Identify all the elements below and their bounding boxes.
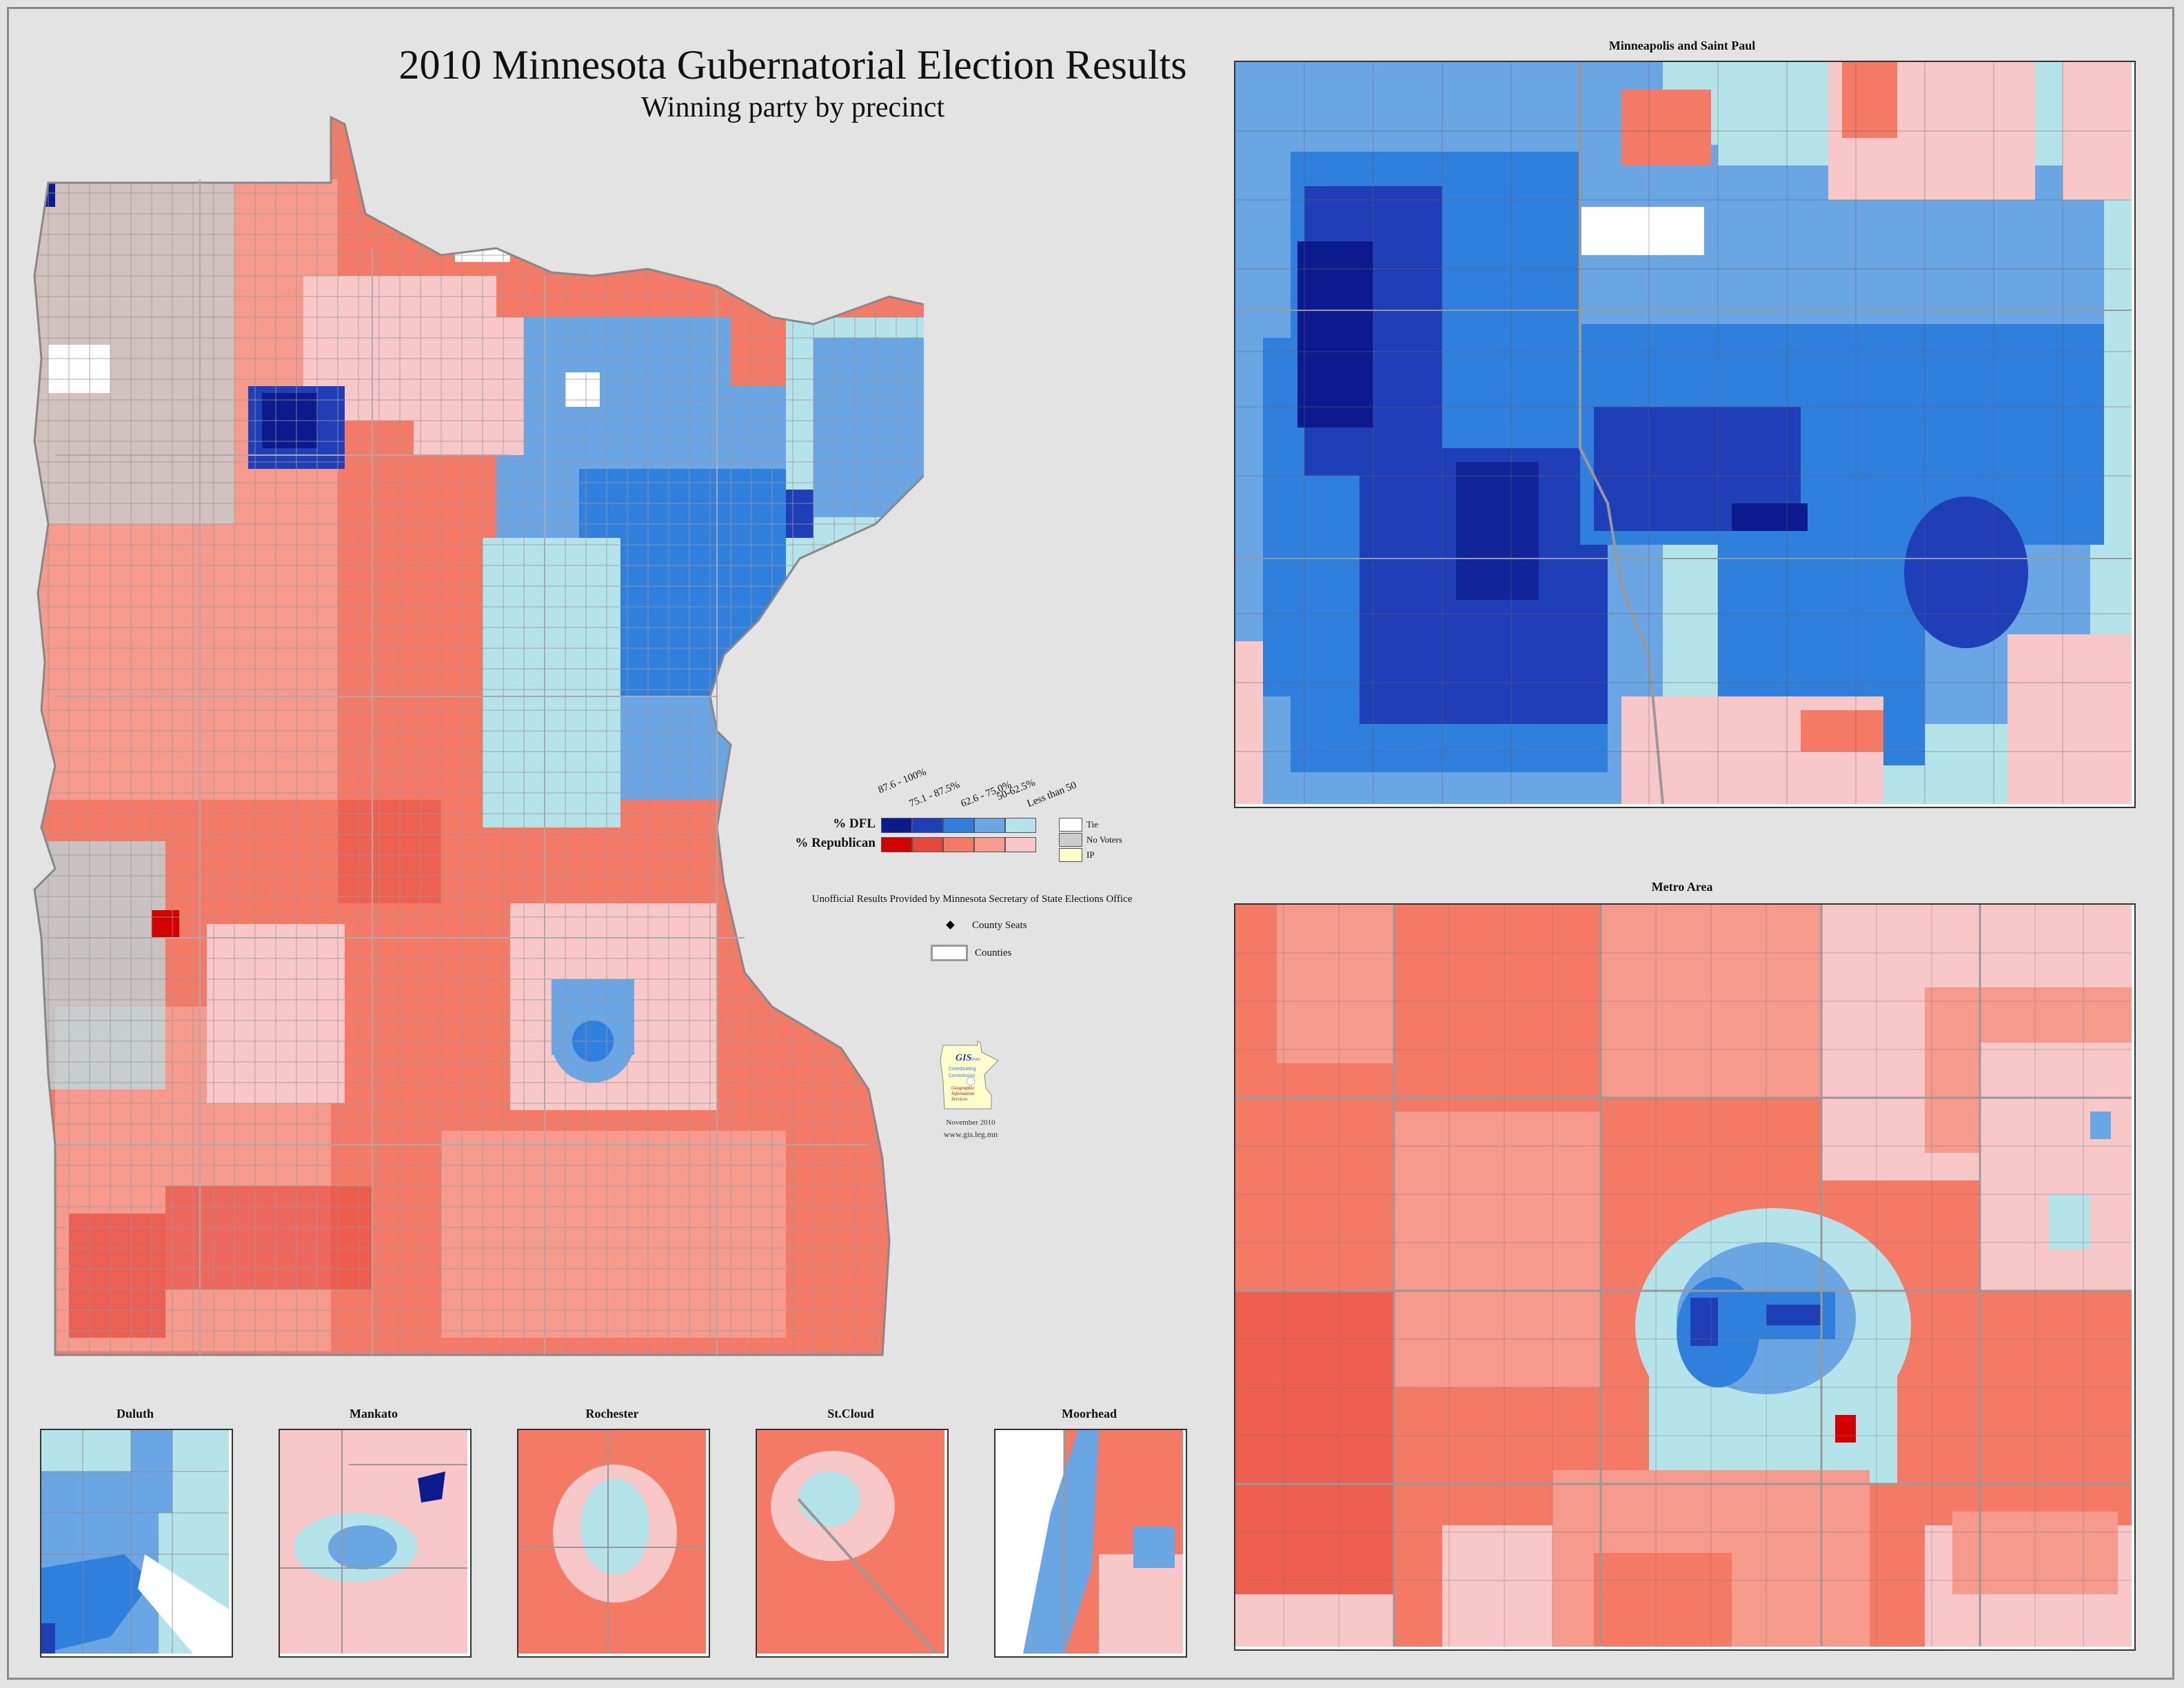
- swatch-dfl-50: [974, 818, 1005, 833]
- legend-ip: IP: [1086, 850, 1095, 860]
- swatch-dfl-less50: [1005, 818, 1036, 833]
- gis-commission-logo: GIS State Coordinating Commission Geogra…: [940, 1041, 999, 1109]
- inset-minneapolis-saint-paul: [1234, 61, 2136, 808]
- legend-source: Unofficial Results Provided by Minnesota…: [811, 894, 1133, 905]
- svg-text:Commission: Commission: [949, 1074, 975, 1078]
- legend-dfl-label: % DFL: [833, 816, 876, 831]
- logo-date: November 2010: [946, 1118, 995, 1127]
- legend-counties: Counties: [975, 947, 1012, 958]
- inset-title-moorhead: Moorhead: [1062, 1407, 1117, 1420]
- swatch-rep-87: [881, 837, 912, 852]
- legend-county-seats: County Seats: [972, 920, 1027, 931]
- map-title: 2010 Minnesota Gubernatorial Election Re…: [398, 42, 1187, 88]
- inset-title-metro: Metro Area: [1651, 880, 1713, 894]
- inset-duluth: [40, 1429, 233, 1658]
- inset-st-cloud: [756, 1429, 949, 1658]
- logo-url: www.gis.leg.mn: [943, 1129, 998, 1139]
- inset-mankato: [279, 1429, 472, 1658]
- inset-rochester: [517, 1429, 710, 1658]
- swatch-rep-less50: [1005, 837, 1036, 852]
- svg-text:GIS: GIS: [956, 1053, 972, 1063]
- svg-text:State: State: [971, 1058, 981, 1062]
- svg-text:Services: Services: [951, 1096, 968, 1102]
- map-frame: [7, 7, 2174, 1680]
- county-boundary-icon: [931, 945, 968, 961]
- swatch-dfl-62: [943, 818, 974, 833]
- map-subtitle: Winning party by precinct: [640, 92, 945, 123]
- svg-text:Information: Information: [951, 1091, 975, 1096]
- swatch-rep-50: [974, 837, 1005, 852]
- inset-title-minneapolis: Minneapolis and Saint Paul: [1608, 39, 1756, 52]
- inset-title-rochester: Rochester: [585, 1407, 639, 1420]
- inset-title-mankato: Mankato: [349, 1407, 398, 1420]
- swatch-dfl-87: [881, 818, 912, 833]
- legend-no-voters: No Voters: [1086, 834, 1122, 845]
- inset-metro-area: [1234, 903, 2136, 1651]
- legend-tie: Tie: [1086, 819, 1098, 830]
- swatch-rep-75: [912, 837, 943, 852]
- swatch-ip: [1059, 848, 1082, 862]
- inset-title-duluth: Duluth: [116, 1407, 154, 1420]
- svg-text:Geographic: Geographic: [951, 1085, 975, 1091]
- inset-moorhead: [994, 1429, 1187, 1658]
- swatch-dfl-75: [912, 818, 943, 833]
- swatch-no-voters: [1059, 833, 1082, 847]
- minnesota-statewide-map: [33, 115, 924, 1356]
- swatch-rep-62: [943, 837, 974, 852]
- swatch-tie: [1059, 818, 1082, 832]
- inset-title-st-cloud: St.Cloud: [827, 1407, 874, 1420]
- legend-republican-label: % Republican: [795, 836, 876, 850]
- svg-text:Coordinating: Coordinating: [949, 1067, 976, 1072]
